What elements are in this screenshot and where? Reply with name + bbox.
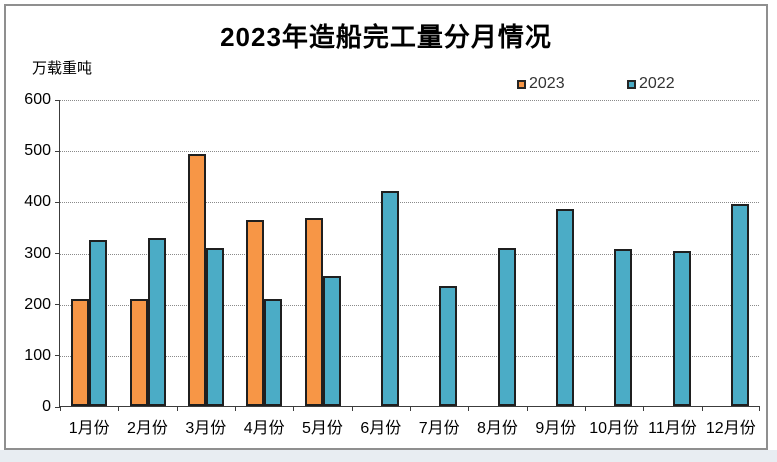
bar-2022-3月份 — [205, 248, 224, 406]
y-axis-tick — [55, 99, 60, 101]
y-axis-label-200: 200 — [24, 295, 51, 313]
y-axis-tick — [55, 201, 60, 203]
x-axis-label-5月份: 5月份 — [302, 420, 343, 437]
y-axis-tick — [55, 150, 60, 152]
bar-2022-8月份 — [497, 248, 516, 406]
plot-area: 0 100 200 300 400 500 600 1月份 2月份 3月份 4月份 5月份 6月份 7月份… — [24, 91, 760, 437]
y-axis-tick — [55, 304, 60, 306]
y-axis-label-400: 400 — [24, 193, 51, 211]
gridline-200 — [60, 304, 759, 306]
x-axis-label-8月份: 8月份 — [477, 420, 518, 437]
bar-2022-6月份 — [380, 191, 399, 406]
y-axis-tick — [55, 253, 60, 254]
x-axis-tick — [293, 406, 295, 411]
x-axis-tick — [351, 406, 353, 411]
x-axis-label-4月份: 4月份 — [243, 420, 285, 437]
x-axis-tick — [118, 406, 120, 411]
gridline-400 — [60, 202, 759, 204]
x-axis-label-11月份: 11月份 — [648, 420, 697, 437]
legend-swatch-2023 — [517, 79, 526, 89]
x-axis-tick — [585, 406, 586, 411]
legend-item-2023: 2023 — [517, 75, 565, 93]
bar-2023-3月份 — [187, 153, 206, 406]
bar-2022-5月份 — [322, 275, 341, 406]
gridline-100 — [60, 355, 759, 357]
x-axis-label-9月份: 9月份 — [535, 420, 577, 437]
bar-2022-11月份 — [672, 250, 691, 406]
bar-2022-12月份 — [730, 203, 749, 406]
y-axis-label-300: 300 — [24, 244, 51, 262]
chart-title: 2023年造船完工量分月情况 — [220, 22, 552, 52]
x-axis-tick — [60, 406, 61, 411]
x-axis-tick — [759, 406, 760, 411]
y-axis-unit-label: 万载重吨 — [32, 60, 93, 77]
bar-2022-9月份 — [555, 209, 574, 406]
x-axis-label-10月份: 10月份 — [589, 420, 640, 437]
x-axis-label-3月份: 3月份 — [185, 420, 227, 437]
bar-2022-2月份 — [147, 238, 166, 406]
gridline-600 — [60, 100, 759, 101]
chart-frame: 2023年造船完工量分月情况 万载重吨 2023 2022 0 100 200 300… — [4, 4, 768, 450]
bar-2022-4月份 — [264, 298, 283, 406]
x-axis-tick — [526, 406, 528, 411]
x-axis-label-1月份: 1月份 — [68, 420, 110, 437]
y-axis-tick — [55, 355, 60, 357]
x-axis-tick — [643, 406, 645, 411]
bottom-strip — [0, 450, 777, 462]
x-axis-label-7月份: 7月份 — [418, 420, 460, 437]
legend-label-2023: 2023 — [529, 75, 565, 92]
x-axis-label-2月份: 2月份 — [127, 420, 168, 437]
x-axis-label-12月份: 12月份 — [705, 420, 756, 437]
y-axis-label-100: 100 — [24, 346, 51, 364]
y-axis-label-0: 0 — [42, 398, 51, 415]
bar-2022-10月份 — [614, 248, 633, 406]
y-axis-label-600: 600 — [24, 91, 51, 108]
x-axis-tick — [468, 406, 470, 411]
y-axis-tick — [55, 406, 60, 408]
gridline-300 — [60, 253, 759, 255]
y-axis-label-500: 500 — [24, 142, 51, 160]
bar-2023-4月份 — [246, 220, 265, 406]
x-axis-tick — [176, 406, 178, 411]
x-axis-tick — [410, 406, 411, 411]
gridline-500 — [60, 151, 759, 153]
x-axis-tick — [235, 406, 236, 411]
x-axis-label-6月份: 6月份 — [360, 420, 402, 437]
legend-label-2022: 2022 — [639, 75, 675, 92]
bar-2022-7月份 — [439, 285, 458, 406]
bar-2023-5月份 — [304, 218, 323, 406]
legend-swatch-2022 — [627, 79, 636, 89]
legend-item-2022: 2022 — [627, 75, 675, 93]
bar-2023-2月份 — [129, 298, 148, 406]
x-axis-tick — [701, 406, 703, 411]
bar-2022-1月份 — [89, 239, 108, 406]
bar-2023-1月份 — [71, 298, 90, 406]
